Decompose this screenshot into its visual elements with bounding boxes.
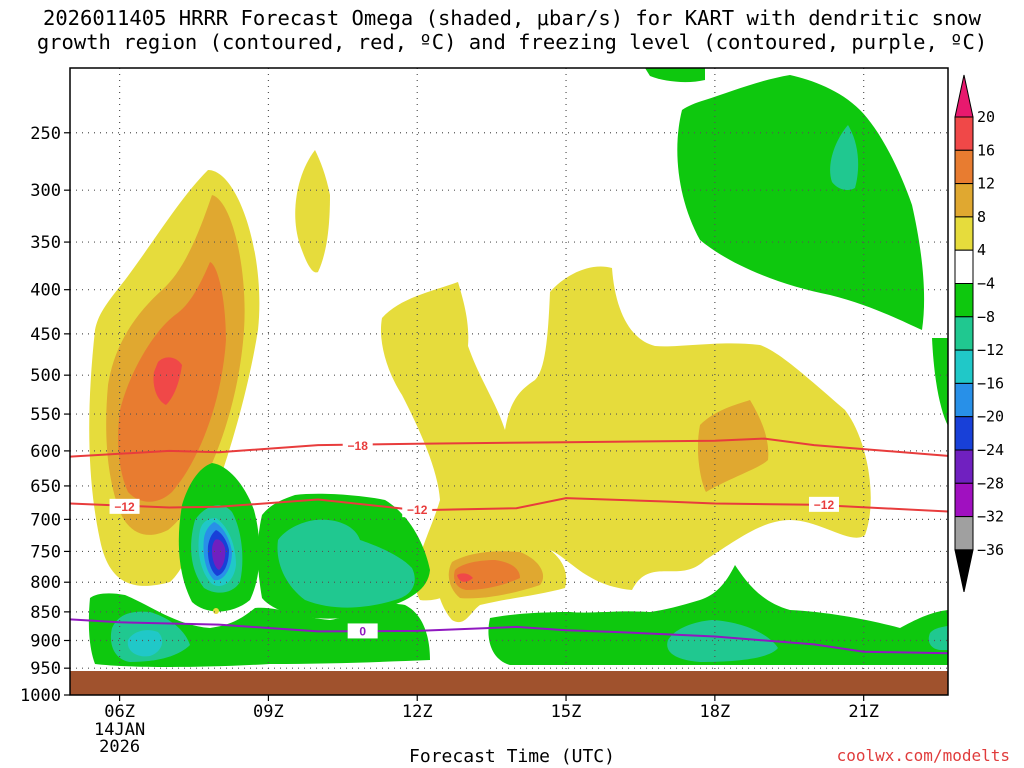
y-tick-label: 350 (30, 233, 61, 253)
y-tick-label: 800 (30, 573, 61, 593)
contour-label: −12 (114, 500, 135, 514)
y-tick-label: 550 (30, 405, 61, 425)
colorbar-tick-label: 12 (977, 175, 995, 193)
y-tick-label: 900 (30, 631, 61, 651)
x-tick-label: 21Z (848, 702, 879, 722)
colorbar-tick-label: −28 (977, 474, 1004, 492)
omega-region-gold-right (697, 400, 769, 492)
contour-labels: −18 −12 −12 −12 0 (109, 437, 839, 639)
x-tick-label: 15Z (551, 702, 582, 722)
y-tick-label: 750 (30, 542, 61, 562)
contour-label-bg (109, 498, 140, 514)
ground-surface (70, 671, 948, 695)
colorbar-tick-label: 20 (977, 108, 995, 126)
contour-label: −18 (348, 439, 369, 453)
omega-region-teal-upper-right (830, 125, 859, 190)
contour-lines (70, 437, 948, 655)
contour-label-bg (808, 496, 839, 512)
omega-region-orange-lower (454, 560, 520, 590)
colorbar-tick-label: −20 (977, 408, 1004, 426)
y-tick-label: 1000 (20, 686, 61, 706)
omega-region-yellow-center (380, 266, 871, 601)
y-tick-label: 300 (30, 181, 61, 201)
omega-region-yellow-dot (213, 608, 219, 614)
x-tick-sublabel: 14JAN (94, 720, 145, 740)
colorbar-arrow-bottom (954, 549, 974, 593)
omega-shading (88, 68, 948, 667)
y-tick-label: 950 (30, 659, 61, 679)
contour-label-bg (342, 437, 373, 453)
title-line-2: growth region (contoured, red, ºC) and f… (36, 30, 988, 54)
omega-region-teal-low-right (667, 620, 778, 662)
colorbar-swatch (954, 183, 974, 218)
omega-region-yellow-upper (295, 150, 330, 273)
contour-line (70, 437, 948, 458)
y-tick-label: 250 (30, 124, 61, 144)
y-tick-label: 500 (30, 366, 61, 386)
contour-line (70, 497, 948, 513)
colorbar-swatch (954, 449, 974, 484)
y-tick-label: 700 (30, 510, 61, 530)
colorbar-tick-label: −4 (977, 275, 995, 293)
omega-region-red-lower (457, 573, 473, 582)
y-tick-label: 400 (30, 281, 61, 301)
omega-region-teal-far-right (928, 626, 948, 650)
colorbar-swatch (954, 482, 974, 518)
colorbar-tick-label: −36 (977, 541, 1004, 559)
x-tick-label: 18Z (699, 702, 730, 722)
colorbar-swatch (954, 116, 974, 151)
colorbar-swatch (954, 149, 974, 185)
contour-label: −12 (814, 498, 835, 512)
x-tick-label: 09Z (253, 702, 284, 722)
colorbar-swatch (954, 249, 974, 284)
colorbar-tick-label: −24 (977, 441, 1004, 459)
colorbar-swatch (954, 316, 974, 351)
omega-region-purple-left-column (212, 539, 226, 570)
colorbar-swatch (954, 382, 974, 418)
colorbar-swatch (954, 416, 974, 451)
credit-link[interactable]: coolwx.com/modelts (836, 746, 1010, 765)
contour-label: 0 (359, 624, 366, 638)
plot-frame (69, 67, 949, 696)
omega-region-green-upper-right (677, 75, 925, 330)
omega-region-cyan-low-left (127, 630, 163, 657)
x-tick-label: 06Z (104, 702, 135, 722)
contour-label-bg (347, 623, 378, 639)
y-tick-label: 600 (30, 442, 61, 462)
contour-label: −12 (407, 503, 428, 517)
y-tick-label: 850 (30, 603, 61, 623)
omega-region-teal-center (277, 519, 415, 608)
colorbar-tick-label: −32 (977, 508, 1004, 526)
omega-region-green-low-right (488, 565, 948, 665)
contour-line (70, 618, 948, 655)
contour-label-bg (402, 502, 433, 518)
omega-region-red-main (153, 357, 182, 405)
colorbar-swatch (954, 283, 974, 318)
colorbar-swatch (954, 349, 974, 384)
omega-region-green-far-right (932, 338, 948, 426)
colorbar-tick-label: −8 (977, 308, 995, 326)
y-tick-label: 450 (30, 325, 61, 345)
y-axis: 250 300 350 400 450 500 550 600 650 700 750 800 850 9… (20, 124, 70, 706)
x-axis-title: Forecast Time (UTC) (409, 746, 615, 767)
colorbar-swatch (954, 216, 974, 251)
chart-title: 2026011405 HRRR Forecast Omega (shaded, … (0, 6, 1024, 54)
colorbar: 20 16 12 8 4 −4 −8 −12 −16 −20 −24 −28 −32 −36 (954, 74, 1004, 593)
x-tick-label: 12Z (402, 702, 433, 722)
colorbar-tick-label: 4 (977, 241, 986, 259)
y-tick-label: 650 (30, 477, 61, 497)
colorbar-tick-label: 8 (977, 208, 986, 226)
omega-region-green-top-strip (645, 68, 705, 83)
x-tick-sublabel: 2026 (99, 737, 140, 757)
colorbar-tick-label: 16 (977, 141, 995, 159)
colorbar-swatch (954, 516, 974, 551)
colorbar-arrow-top (954, 74, 974, 118)
grid-lines (70, 68, 948, 671)
title-line-1: 2026011405 HRRR Forecast Omega (shaded, … (43, 6, 981, 30)
colorbar-tick-label: −16 (977, 374, 1004, 392)
plot-area (70, 68, 948, 671)
colorbar-tick-label: −12 (977, 341, 1004, 359)
